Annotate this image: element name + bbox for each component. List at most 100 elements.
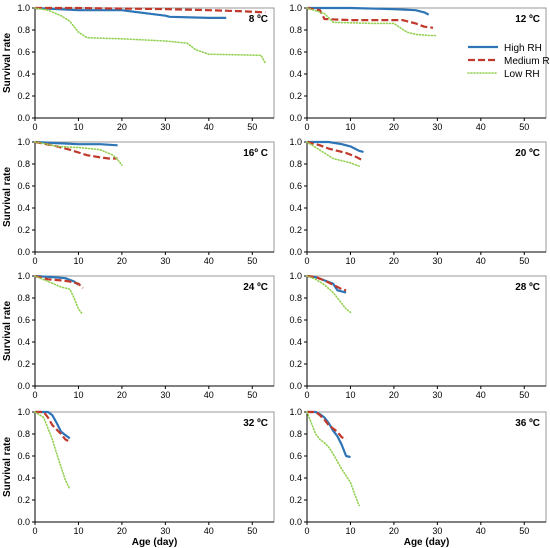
x-tick-label: 40 [204,256,214,266]
x-tick-label: 30 [432,390,442,400]
y-tick-label: 0.4 [17,337,30,347]
series-line-medium-rh [34,274,84,289]
x-tick-label: 40 [204,122,214,132]
x-tick-label: 50 [247,390,257,400]
y-tick-label: 0.4 [289,337,302,347]
x-tick-label: 50 [247,526,257,536]
y-tick-label: 0.2 [289,91,302,101]
x-tick-label: 0 [304,256,309,266]
plot-frame [34,411,275,523]
series-line-low-rh [34,411,71,490]
x-tick-label: 50 [247,122,257,132]
y-tick-label: 0.6 [289,315,302,325]
y-tick-label: 0.0 [17,381,30,391]
chart-panel-8: 0.0 0.2 0.4 0.6 0.8 1.0 0 10 20 30 40 50 36 ºC Age (d… [289,407,547,548]
y-tick-label: 0.6 [289,47,302,57]
y-tick-label: 0.2 [17,495,30,505]
y-tick-label: 0.0 [17,247,30,257]
x-tick-label: 20 [389,256,399,266]
y-axis-title: Survival rate [2,167,13,227]
x-tick-label: 40 [204,390,214,400]
legend-label-high-rh: High RH [504,43,542,54]
x-tick-label: 30 [160,122,170,132]
y-tick-label: 0.0 [289,247,302,257]
y-tick-label: 0.2 [17,225,30,235]
x-tick-label: 10 [73,256,83,266]
y-tick-label: 0.2 [17,91,30,101]
plot-frame [34,275,275,387]
x-tick-label: 30 [160,256,170,266]
y-tick-label: 0.4 [289,473,302,483]
x-tick-label: 0 [32,256,37,266]
x-tick-label: 20 [389,526,399,536]
x-tick-label: 10 [345,390,355,400]
y-tick-label: 0.4 [17,69,30,79]
x-tick-label: 20 [389,122,399,132]
legend-label-low-rh: Low RH [504,69,540,80]
series-line-high-rh [34,140,118,147]
x-tick-label: 40 [476,256,486,266]
x-tick-label: 10 [73,122,83,132]
x-tick-label: 30 [432,526,442,536]
x-axis-title: Age (day) [404,537,450,548]
x-tick-label: 30 [432,122,442,132]
y-tick-label: 0.0 [289,381,302,391]
series-line-low-rh [306,275,352,314]
series-line-high-rh [307,6,430,16]
y-tick-label: 0.6 [17,315,30,325]
x-tick-label: 10 [73,390,83,400]
x-tick-label: 20 [389,390,399,400]
chart-panel-3: 0.0 0.2 0.4 0.6 0.8 1.0 0 10 20 30 40 50 16º C Surviv… [2,137,275,266]
y-tick-label: 0.6 [17,47,30,57]
x-tick-label: 20 [117,526,127,536]
chart-panel-7: 0.0 0.2 0.4 0.6 0.8 1.0 0 10 20 30 40 50 32 ºC Surviv… [2,407,275,548]
y-tick-label: 1.0 [17,3,30,13]
series-line-medium-rh [35,6,266,14]
panel-temperature-label: 12 ºC [515,14,540,25]
series-line-low-rh [306,411,360,507]
series-line-low-rh [306,141,360,167]
series-line-low-rh [306,7,439,37]
chart-panel-6: 0.0 0.2 0.4 0.6 0.8 1.0 0 10 20 30 40 50 28 ºC [289,271,547,400]
y-tick-label: 0.2 [289,495,302,505]
y-tick-label: 0.6 [289,181,302,191]
series-line-low-rh [34,7,267,64]
x-tick-label: 50 [519,526,529,536]
y-tick-label: 0.2 [17,359,30,369]
series-line-medium-rh [306,140,364,162]
y-tick-label: 0.4 [289,69,302,79]
x-tick-label: 10 [73,526,83,536]
panel-temperature-label: 16º C [243,148,268,159]
y-tick-label: 0.4 [17,203,30,213]
plot-frame [306,411,547,523]
y-tick-label: 0.8 [289,159,302,169]
y-tick-label: 0.8 [289,25,302,35]
y-tick-label: 0.8 [17,25,30,35]
panel-temperature-label: 20 ºC [515,148,540,159]
series-line-medium-rh [306,274,347,292]
series-line-low-rh [34,275,84,316]
x-tick-label: 40 [204,526,214,536]
series-line-medium-rh [307,410,347,441]
x-tick-label: 30 [160,390,170,400]
series-line-high-rh [306,274,347,294]
chart-panel-5: 0.0 0.2 0.4 0.6 0.8 1.0 0 10 20 30 40 50 24 ºC Surviv… [2,271,275,400]
x-tick-label: 10 [345,122,355,132]
y-tick-label: 0.0 [17,517,30,527]
x-tick-label: 30 [160,526,170,536]
y-tick-label: 0.8 [17,159,30,169]
y-tick-label: 1.0 [289,137,302,147]
y-tick-label: 1.0 [289,3,302,13]
y-tick-label: 0.2 [289,359,302,369]
series-line-medium-rh [35,410,71,443]
x-tick-label: 40 [476,122,486,132]
panel-temperature-label: 24 ºC [243,282,268,293]
legend: High RH Medium RH Low RH [467,43,550,80]
panel-temperature-label: 32 ºC [243,418,268,429]
y-tick-label: 0.8 [17,293,30,303]
series-line-low-rh [34,141,123,166]
panel-temperature-label: 28 ºC [515,282,540,293]
x-tick-label: 50 [247,256,257,266]
x-tick-label: 50 [519,390,529,400]
